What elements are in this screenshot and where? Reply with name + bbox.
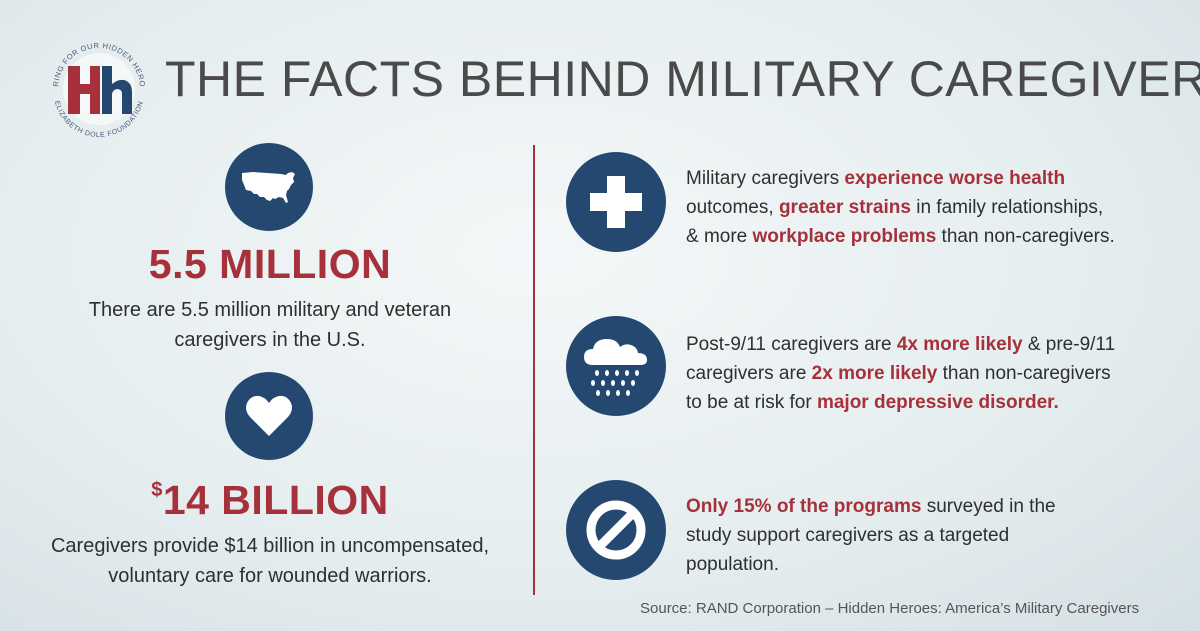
medical-cross-icon <box>566 152 666 252</box>
stat-14-billion: $14 BILLION Caregivers provide $14 billi… <box>20 480 520 591</box>
fact-depressive-disorder: Post-9/11 caregivers are 4x more likely … <box>686 334 1116 413</box>
page-title: THE FACTS BEHIND MILITARY CAREGIVERS <box>165 51 1200 107</box>
source-citation: Source: RAND Corporation – Hidden Heroes… <box>640 600 1140 617</box>
stat-5-5-million: 5.5 MILLION There are 5.5 million milita… <box>20 244 520 355</box>
stat-value: $14 BILLION <box>151 477 389 523</box>
prohibited-icon <box>566 480 666 580</box>
stat-value: 5.5 MILLION <box>148 241 392 287</box>
logo-mark: CARING FOR OUR HIDDEN HEROES ELIZABETH D… <box>37 23 146 139</box>
heart-icon <box>225 372 313 460</box>
stat-description: There are 5.5 million military and veter… <box>88 299 452 351</box>
stat-description: Caregivers provide $14 billion in uncomp… <box>50 535 490 587</box>
fact-targeted-programs: Only 15% of the programs surveyed in the… <box>686 496 1056 575</box>
column-divider <box>533 145 535 595</box>
usa-map-icon <box>225 143 313 231</box>
hidden-heroes-logo: CARING FOR OUR HIDDEN HEROES ELIZABETH D… <box>37 23 158 148</box>
rain-cloud-icon <box>566 316 666 416</box>
fact-health-outcomes: Military caregivers experience worse hea… <box>686 168 1115 247</box>
